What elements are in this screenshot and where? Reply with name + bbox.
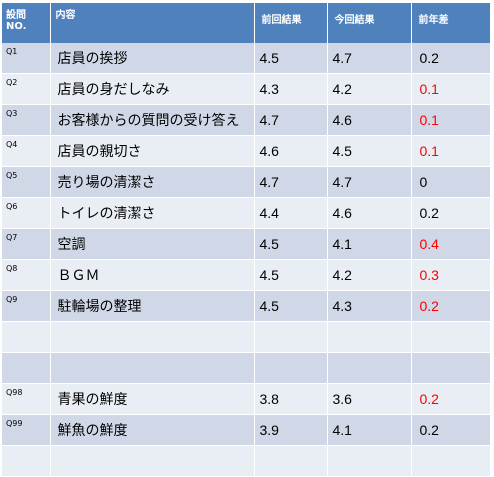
previous-result-cell: 4.5 [254, 228, 328, 260]
table-row: Q2 店員の身だしなみ 4.3 4.2 0.1 [2, 73, 491, 105]
table-row: Q98 青果の鮮度 3.8 3.6 0.2 [2, 383, 491, 415]
year-difference-cell: 0.3 [411, 259, 491, 291]
content-cell: お客様からの質問の受け答え [50, 104, 255, 136]
year-difference-cell: 0.1 [411, 104, 491, 136]
current-result-cell [327, 352, 412, 384]
content-cell: 鮮魚の鮮度 [50, 414, 255, 446]
previous-result-cell: 4.4 [254, 197, 328, 229]
content-cell [50, 352, 255, 384]
content-cell [50, 321, 255, 353]
content-cell: ＢＧＭ [50, 259, 255, 291]
table-row [2, 321, 491, 353]
current-result-cell: 3.6 [327, 383, 412, 415]
content-cell: 駐輪場の整理 [50, 290, 255, 322]
current-result-cell: 4.2 [327, 73, 412, 105]
year-difference-cell [411, 445, 491, 477]
content-cell: 空調 [50, 228, 255, 260]
question-number-cell: Q5 [2, 166, 51, 198]
year-difference-cell [411, 352, 491, 384]
question-number-cell [2, 321, 51, 353]
question-number-cell: Q4 [2, 135, 51, 167]
previous-result-cell: 4.5 [254, 43, 328, 74]
previous-result-cell [254, 321, 328, 353]
year-difference-cell: 0.1 [411, 135, 491, 167]
content-cell [50, 445, 255, 477]
year-difference-cell: 0.2 [411, 383, 491, 415]
year-difference-cell: 0.2 [411, 43, 491, 74]
table-row: Q5 売り場の清潔さ 4.7 4.7 0 [2, 166, 491, 198]
content-cell: 青果の鮮度 [50, 383, 255, 415]
question-number-cell: Q1 [2, 43, 51, 74]
previous-result-cell [254, 352, 328, 384]
current-result-cell [327, 321, 412, 353]
previous-result-cell: 4.6 [254, 135, 328, 167]
current-result-cell: 4.5 [327, 135, 412, 167]
previous-result-cell: 3.9 [254, 414, 328, 446]
table-row [2, 352, 491, 384]
question-number-cell: Q3 [2, 104, 51, 136]
header-content: 内容 [50, 3, 255, 43]
year-difference-cell: 0.2 [411, 197, 491, 229]
question-number-cell: Q2 [2, 73, 51, 105]
year-difference-cell: 0.1 [411, 73, 491, 105]
year-difference-cell: 0 [411, 166, 491, 198]
table-header-row: 設問NO. 内容 前回結果 今回結果 前年差 [2, 3, 491, 43]
table-row: Q7 空調 4.5 4.1 0.4 [2, 228, 491, 260]
question-number-cell [2, 352, 51, 384]
content-cell: 売り場の清潔さ [50, 166, 255, 198]
year-difference-cell: 0.2 [411, 414, 491, 446]
table-body: Q1 店員の挨拶 4.5 4.7 0.2 Q2 店員の身だしなみ 4.3 4.2 0.1 Q3 お客様… [2, 43, 491, 477]
header-year-difference: 前年差 [411, 3, 491, 43]
current-result-cell: 4.1 [327, 414, 412, 446]
table-row: Q9 駐輪場の整理 4.5 4.3 0.2 [2, 290, 491, 322]
current-result-cell: 4.7 [327, 43, 412, 74]
question-number-cell: Q99 [2, 414, 51, 446]
current-result-cell: 4.1 [327, 228, 412, 260]
previous-result-cell: 4.7 [254, 166, 328, 198]
question-number-cell: Q8 [2, 259, 51, 291]
current-result-cell: 4.6 [327, 104, 412, 136]
table-row: Q3 お客様からの質問の受け答え 4.7 4.6 0.1 [2, 104, 491, 136]
question-number-cell [2, 445, 51, 477]
current-result-cell: 4.2 [327, 259, 412, 291]
current-result-cell: 4.6 [327, 197, 412, 229]
previous-result-cell: 4.3 [254, 73, 328, 105]
table-row: Q4 店員の親切さ 4.6 4.5 0.1 [2, 135, 491, 167]
table-row [2, 445, 491, 477]
header-question-number: 設問NO. [2, 3, 51, 43]
year-difference-cell: 0.4 [411, 228, 491, 260]
previous-result-cell: 4.5 [254, 290, 328, 322]
current-result-cell: 4.7 [327, 166, 412, 198]
content-cell: 店員の親切さ [50, 135, 255, 167]
table-row: Q99 鮮魚の鮮度 3.9 4.1 0.2 [2, 414, 491, 446]
previous-result-cell: 4.5 [254, 259, 328, 291]
previous-result-cell [254, 445, 328, 477]
question-number-cell: Q9 [2, 290, 51, 322]
table-row: Q8 ＢＧＭ 4.5 4.2 0.3 [2, 259, 491, 291]
header-previous-result: 前回結果 [254, 3, 328, 43]
previous-result-cell: 3.8 [254, 383, 328, 415]
survey-results-table: 設問NO. 内容 前回結果 今回結果 前年差 Q1 店員の挨拶 4.5 4.7 0.2 Q… [2, 3, 491, 477]
current-result-cell: 4.3 [327, 290, 412, 322]
header-current-result: 今回結果 [327, 3, 412, 43]
previous-result-cell: 4.7 [254, 104, 328, 136]
content-cell: 店員の挨拶 [50, 43, 255, 74]
table-row: Q6 トイレの清潔さ 4.4 4.6 0.2 [2, 197, 491, 229]
question-number-cell: Q98 [2, 383, 51, 415]
current-result-cell [327, 445, 412, 477]
question-number-cell: Q7 [2, 228, 51, 260]
question-number-cell: Q6 [2, 197, 51, 229]
year-difference-cell [411, 321, 491, 353]
table-row: Q1 店員の挨拶 4.5 4.7 0.2 [2, 43, 491, 74]
content-cell: トイレの清潔さ [50, 197, 255, 229]
content-cell: 店員の身だしなみ [50, 73, 255, 105]
year-difference-cell: 0.2 [411, 290, 491, 322]
